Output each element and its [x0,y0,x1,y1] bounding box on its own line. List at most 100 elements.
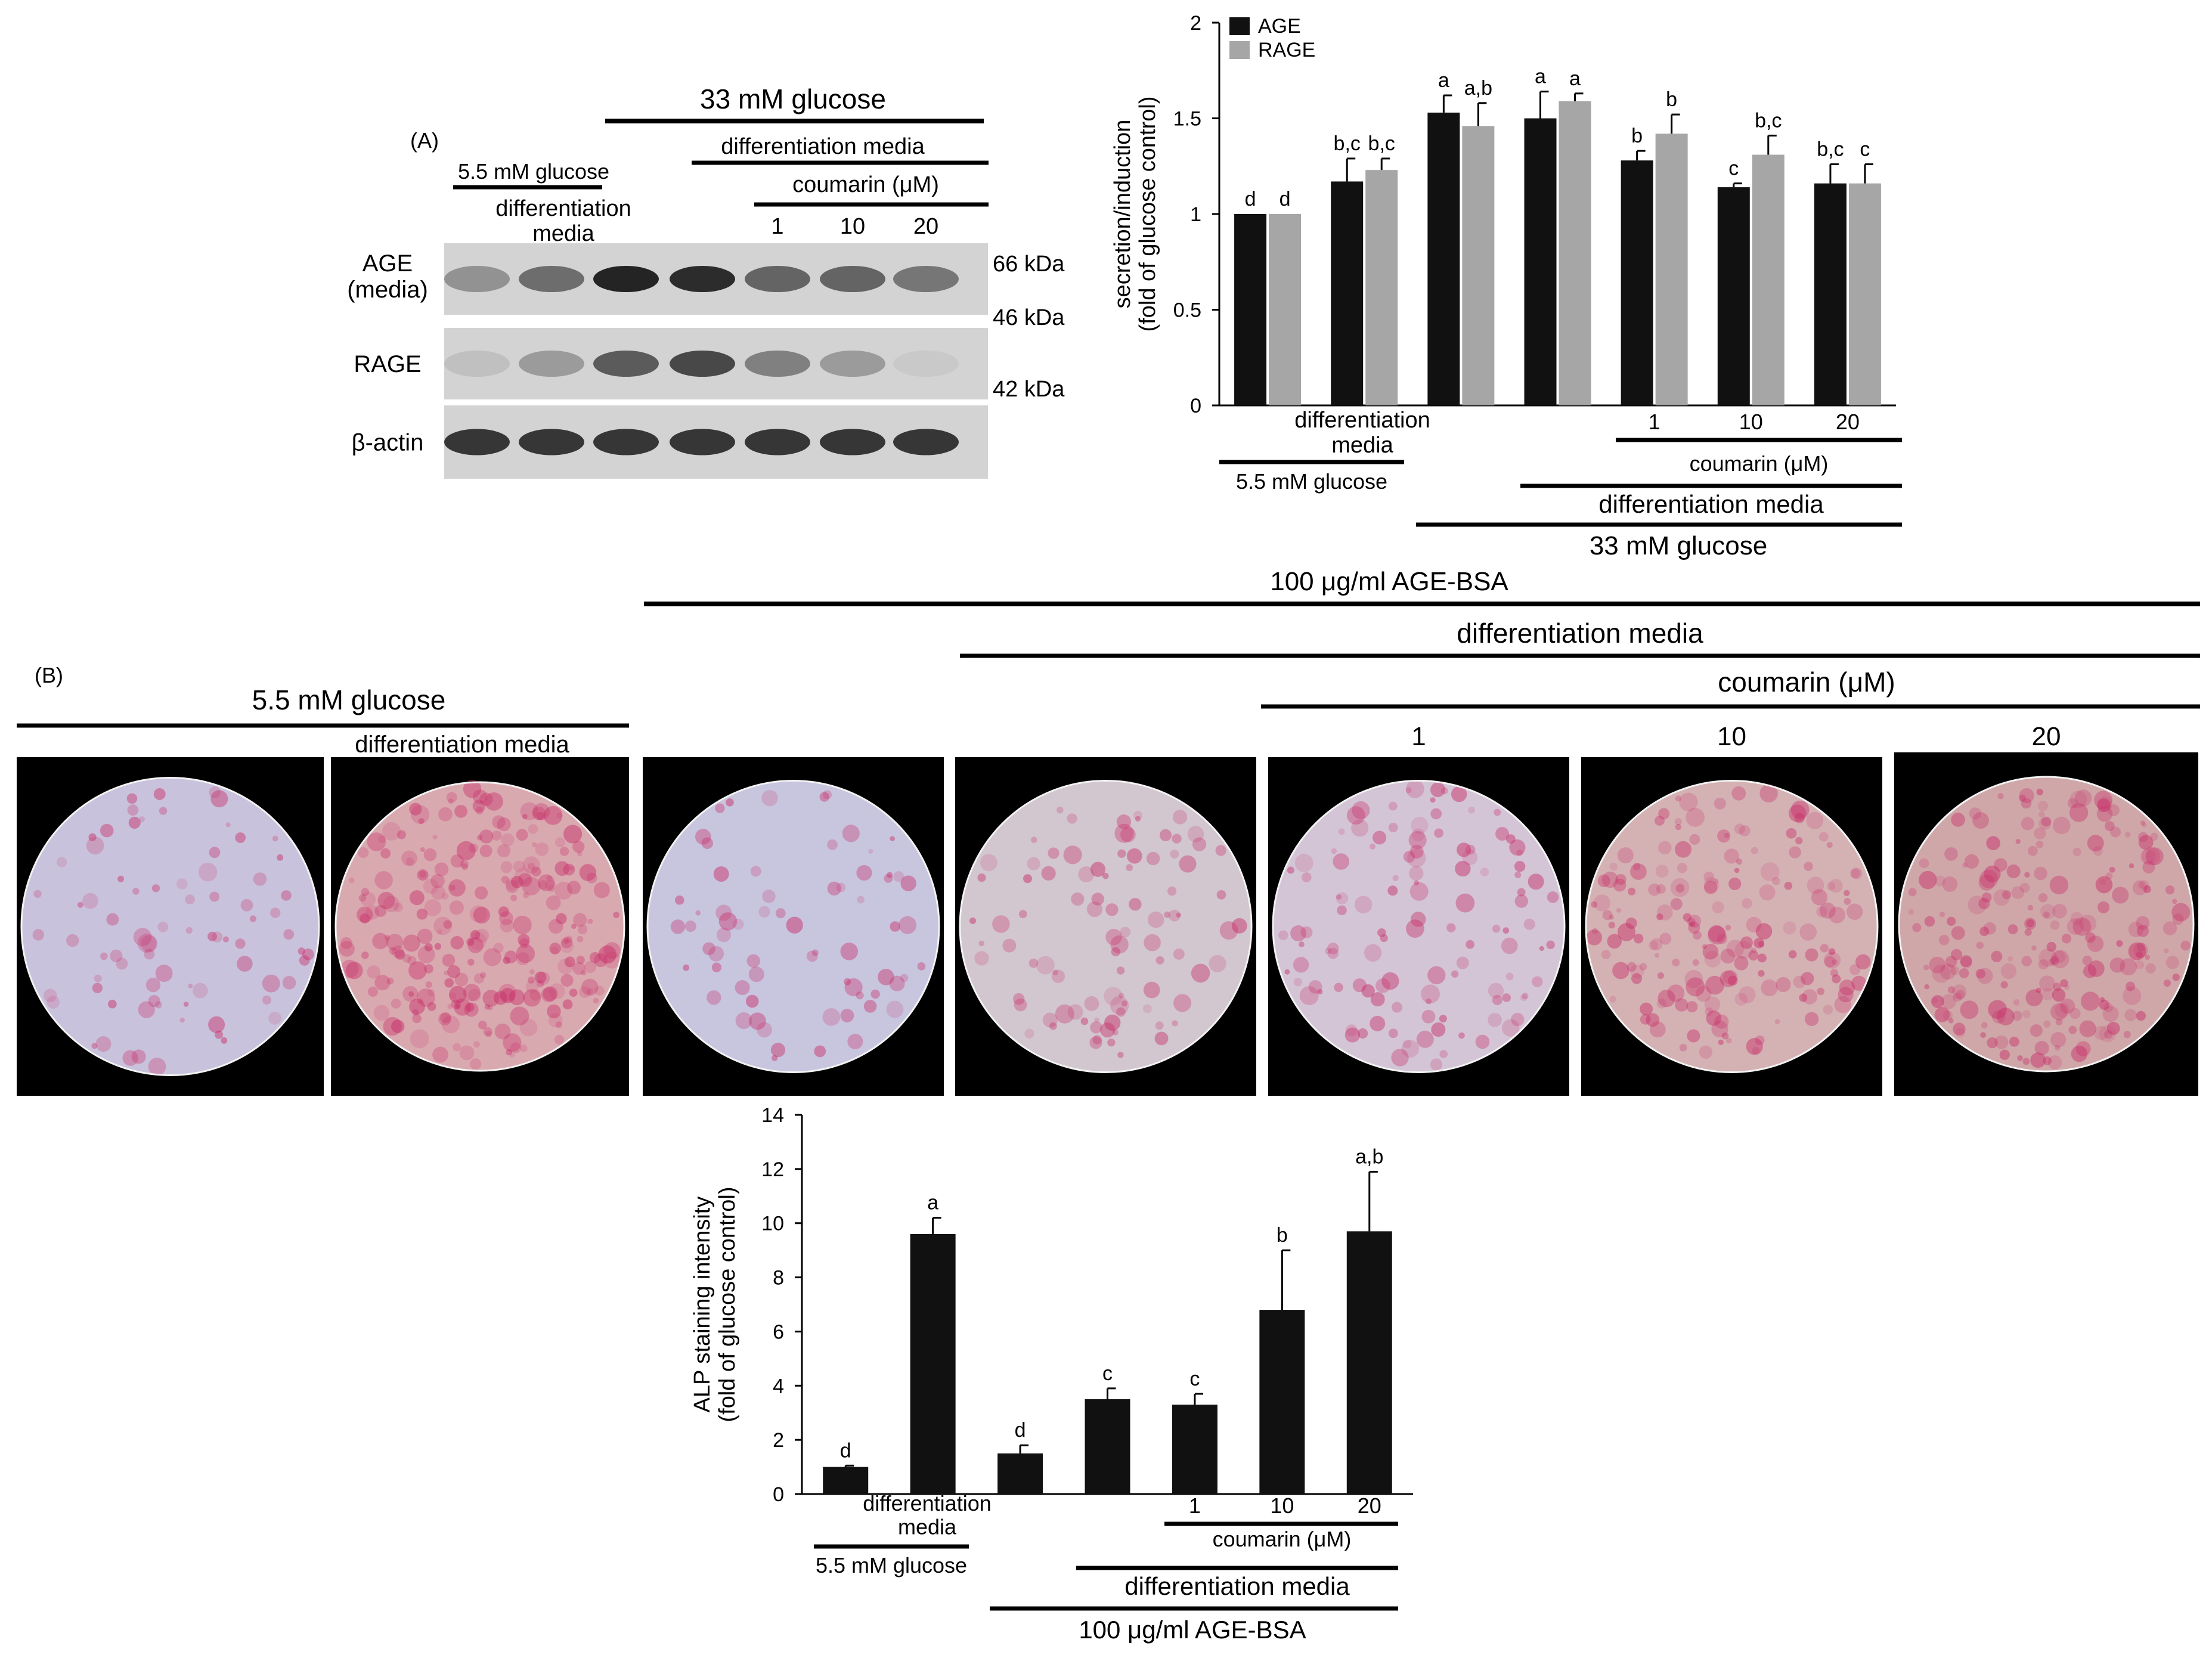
stain-spot [240,898,253,912]
stain-spot [1908,888,1917,897]
stain-spot [2099,999,2109,1011]
stain-spot [2009,1036,2019,1047]
stain-spot [1613,878,1627,892]
stain-spot [1919,858,1929,869]
stain-spot [1475,1034,1490,1049]
stain-spot [844,978,851,985]
stain-spot [2124,1009,2137,1021]
stain-spot [775,908,786,919]
stain-spot [529,989,541,1001]
stain-spot [1783,921,1796,935]
stain-spot [1324,947,1331,954]
stain-spot [449,884,456,891]
stain-spot [1617,847,1634,864]
stain-spot [2145,847,2164,866]
stain-spot [900,974,909,983]
stain-spot [1539,946,1544,952]
stain-spot [1726,940,1745,958]
stain-spot [2025,989,2043,1006]
stain-spot [1455,860,1471,877]
stain-spot [268,1012,281,1025]
stain-spot [151,884,160,892]
stain-spot [1786,828,1797,839]
stain-spot [1703,877,1720,893]
stain-spot [448,798,454,804]
stain-spot [1014,998,1027,1012]
stain-spot [1646,1013,1660,1027]
stain-spot [1704,1007,1714,1016]
stain-spot [1648,883,1661,896]
stain-spot [459,1045,475,1061]
significance-letter: d [1015,1419,1026,1442]
stain-spot [547,1004,561,1019]
stain-spot [235,938,246,949]
stain-spot [977,873,986,882]
bar-age [1234,214,1267,405]
x-dose-label: 10 [1739,410,1763,434]
stain-spot [453,1043,461,1052]
stain-spot [1755,1035,1765,1046]
stain-spot [2099,1025,2117,1043]
stain-spot [2136,925,2149,937]
stain-spot [391,999,401,1009]
stain-spot [454,998,472,1016]
stain-spot [2040,904,2056,919]
stain-spot [520,802,538,820]
stain-spot [1345,1024,1358,1037]
stain-spot [2022,1058,2030,1065]
micrograph-field [1273,780,1564,1073]
stain-spot [1607,934,1622,949]
stain-spot [1934,875,1946,887]
stain-spot [528,977,535,984]
stain-spot [1658,808,1670,820]
bracket-line [1219,460,1404,464]
stain-spot [1427,966,1446,984]
stain-spot [1849,964,1861,975]
stain-spot [417,946,435,963]
stain-spot [557,959,574,975]
stain-spot [2055,1018,2063,1026]
stain-spot [427,988,435,996]
stain-spot [497,844,511,858]
stain-spot [2011,886,2025,899]
stain-spot [470,1058,482,1070]
stain-spot [2050,1003,2068,1021]
stain-spot [525,980,538,993]
stain-spot [467,937,484,953]
y-tick-label: 4 [773,1375,784,1397]
stain-spot [2019,788,2034,804]
stain-spot [1964,854,1979,869]
stain-spot [179,1018,185,1023]
stain-spot [1361,984,1375,998]
stain-spot [1468,806,1475,814]
stain-spot [2039,975,2056,992]
blot-band [593,351,659,377]
stain-spot [270,907,281,918]
stain-spot [1629,964,1644,979]
bracket-line [1261,704,2200,709]
stain-spot [523,988,541,1007]
stain-spot [2038,811,2045,818]
stain-spot [1592,928,1598,935]
stain-spot [2136,951,2143,959]
stain-spot [1466,940,1474,949]
stain-spot [384,935,391,941]
stain-spot [1988,1000,2007,1019]
stain-spot [1155,956,1164,965]
stain-spot [154,1001,162,1009]
b-dose-label: 20 [2032,722,2061,751]
stain-spot [235,832,246,843]
stain-spot [382,822,401,841]
stain-spot [1028,958,1039,968]
stain-spot [1114,823,1134,843]
stain-spot [1979,869,1999,888]
stain-spot [209,891,220,902]
stain-spot [209,847,221,859]
stain-spot [448,992,457,1000]
stain-spot [1720,970,1737,987]
stain-spot [2021,956,2032,966]
stain-spot [1992,1010,2006,1024]
stain-spot [761,789,778,807]
stain-spot [209,786,221,798]
stain-spot [868,848,873,854]
